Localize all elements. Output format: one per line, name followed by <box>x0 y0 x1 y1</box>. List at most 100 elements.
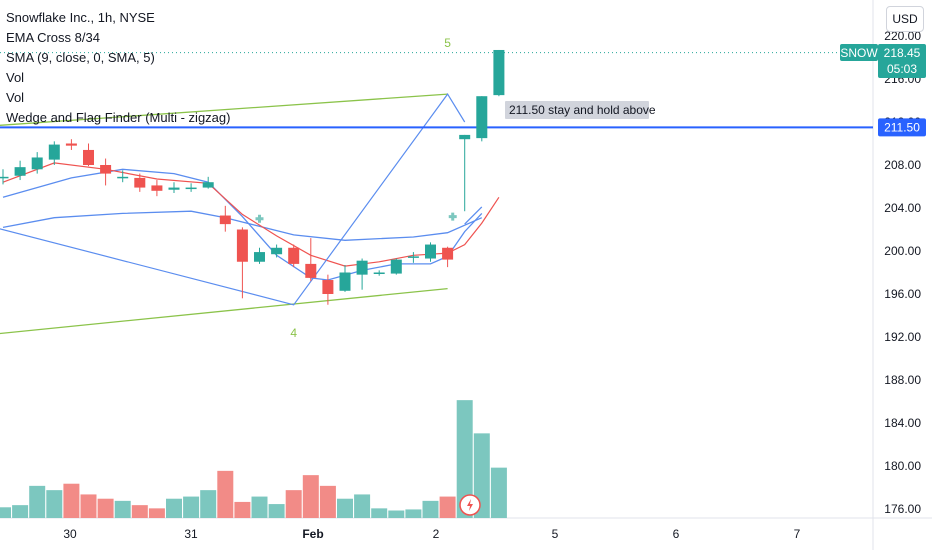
volume-bar <box>234 501 251 518</box>
candle-body <box>134 177 146 188</box>
cross-marker <box>448 212 457 221</box>
candle-body <box>185 187 197 190</box>
y-tick-label: 192.00 <box>884 330 921 344</box>
x-tick-label: 7 <box>794 527 801 541</box>
candle-body <box>83 149 94 165</box>
currency-button[interactable]: USD <box>886 6 924 32</box>
candle-body <box>390 259 402 274</box>
candle-body <box>288 247 300 264</box>
y-tick-label: 220.00 <box>884 29 921 43</box>
candle-body <box>373 272 385 274</box>
candle-body <box>236 229 248 262</box>
y-tick-label: 188.00 <box>884 373 921 387</box>
volume-bar <box>166 498 182 518</box>
volume-bar <box>12 505 29 518</box>
last-price-text: 218.45 <box>884 46 921 60</box>
annotation-text: 211.50 stay and hold above <box>509 103 656 117</box>
volume-bar <box>302 475 319 518</box>
volume-bar <box>80 494 97 518</box>
symbol-tag <box>840 44 878 61</box>
legend-indicator[interactable]: Vol <box>6 70 25 85</box>
volume-bar <box>200 490 217 518</box>
volume-bar <box>217 470 234 518</box>
volume-bar <box>131 505 148 518</box>
candle-body <box>356 260 368 275</box>
volume-bar <box>114 500 131 518</box>
candle-body <box>493 49 505 96</box>
volume-bar <box>439 496 456 518</box>
candle-body <box>48 144 60 160</box>
volume-bar <box>388 510 405 518</box>
candle-body <box>31 157 43 170</box>
lightning-icon-glyph <box>467 499 473 511</box>
level-price-tag <box>878 118 926 137</box>
sma-line <box>2 210 483 241</box>
y-tick-label: 184.00 <box>884 416 921 430</box>
last-price-tag <box>878 44 926 78</box>
candle-body <box>219 215 231 225</box>
volume-bar <box>46 490 63 518</box>
level-price-text: 211.50 <box>884 120 920 134</box>
candle-body <box>442 247 454 260</box>
volume-bar <box>490 467 507 518</box>
annotation-box <box>505 101 649 119</box>
legend-indicator[interactable]: EMA Cross 8/34 <box>6 30 100 45</box>
volume-bar <box>456 400 473 518</box>
legend-indicator[interactable]: SMA (9, close, 0, SMA, 5) <box>6 50 155 65</box>
x-tick-label: 30 <box>63 527 77 541</box>
zigzag-label: 4 <box>290 326 297 340</box>
legend-symbol-line[interactable]: Snowflake Inc., 1h, NYSE <box>6 10 155 25</box>
ema-fast-line <box>2 162 500 267</box>
zigzag-line <box>0 93 466 306</box>
candle-body <box>271 247 283 255</box>
cross-marker <box>255 214 264 223</box>
candle-body <box>117 176 129 179</box>
x-tick-label: 2 <box>433 527 440 541</box>
volume-bar <box>268 504 285 518</box>
volume-bar <box>405 509 422 518</box>
x-tick-label: Feb <box>302 527 323 541</box>
candle-body <box>407 256 419 258</box>
candle-body <box>100 165 112 174</box>
volume-bar <box>285 490 302 518</box>
y-tick-label: 204.00 <box>884 201 921 215</box>
candle-body <box>0 176 9 179</box>
y-tick-label: 200.00 <box>884 244 921 258</box>
volume-bar <box>371 508 388 518</box>
candle-body <box>322 280 334 294</box>
volume-bar <box>473 433 490 518</box>
volume-bar <box>183 496 200 518</box>
y-tick-label: 180.00 <box>884 459 921 473</box>
symbol-tag-text: SNOW <box>840 46 878 60</box>
countdown-text: 05:03 <box>887 62 917 76</box>
candle-body <box>202 182 214 188</box>
candle-body <box>339 272 351 291</box>
volume-bar <box>251 496 268 518</box>
wedge-upper-line <box>0 93 448 126</box>
y-tick-label: 176.00 <box>884 502 921 516</box>
candle-body <box>476 96 488 139</box>
chart-legend: Snowflake Inc., 1h, NYSE EMA Cross 8/34 … <box>6 8 230 128</box>
volume-bar <box>354 494 371 518</box>
wedge-lower-line <box>0 287 448 335</box>
x-tick-label: 31 <box>184 527 198 541</box>
y-tick-label: 196.00 <box>884 287 921 301</box>
volume-bar <box>63 483 80 518</box>
ema-slow-tail <box>464 206 483 225</box>
candle-body <box>14 167 26 176</box>
x-tick-label: 5 <box>552 527 559 541</box>
volume-bar <box>29 485 46 518</box>
candle-body <box>65 143 77 146</box>
candle-body <box>151 185 163 191</box>
candle-body <box>459 134 471 140</box>
legend-indicator[interactable]: Wedge and Flag Finder (Multi - zigzag) <box>6 110 231 125</box>
candle-body <box>305 263 317 278</box>
x-tick-label: 6 <box>673 527 680 541</box>
candle-body <box>425 244 436 259</box>
zigzag-label: 5 <box>444 36 451 50</box>
legend-indicator[interactable]: Vol <box>6 90 25 105</box>
volume-bar <box>97 498 114 518</box>
candle-body <box>254 252 265 262</box>
